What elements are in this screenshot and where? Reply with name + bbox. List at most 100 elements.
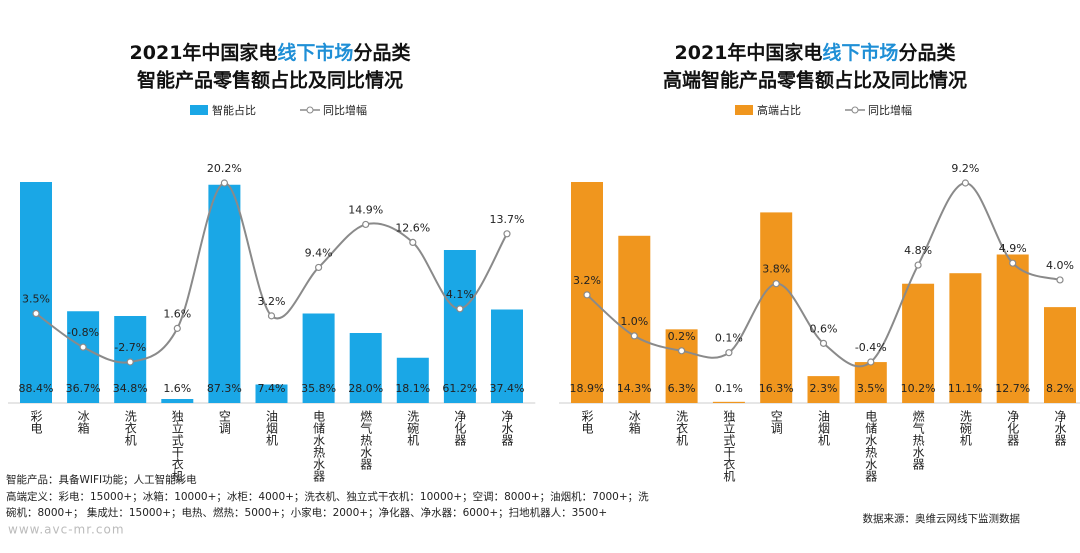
bar: [902, 283, 935, 403]
bar-label: 36.7%: [66, 382, 101, 395]
bar: [396, 357, 429, 403]
title-part: 分品类: [353, 41, 410, 64]
x-tick-label: 空调: [769, 410, 783, 434]
bar: [491, 309, 523, 403]
line-marker: [220, 179, 228, 187]
line-label: 1.6%: [163, 307, 191, 320]
line-marker: [267, 312, 276, 320]
bar: [760, 212, 793, 403]
bar: [807, 376, 840, 403]
bar-label: 0.1%: [715, 382, 743, 395]
line: [586, 181, 1061, 368]
line-label: 9.2%: [951, 162, 979, 175]
bar-label: 14.3%: [617, 382, 652, 395]
bar-label: 8.2%: [1046, 382, 1074, 395]
line-label: 3.2%: [573, 274, 601, 287]
bar: [20, 182, 52, 403]
footnote: 智能产品：具备WIFI功能；人工智能彩电: [6, 473, 197, 486]
x-tick-label: 空调: [217, 410, 231, 434]
chart-subtitle: 智能产品零售额占比及同比情况: [137, 69, 403, 92]
bar-label: 12.7%: [995, 382, 1030, 395]
source: 数据来源：奥维云网线下监测数据: [863, 512, 1021, 525]
x-tick-label: 独立式干衣机: [170, 410, 184, 482]
line-label: 4.1%: [446, 288, 474, 301]
bar-label: 18.1%: [395, 382, 430, 395]
bar-label: 6.3%: [668, 382, 696, 395]
bar: [1044, 307, 1076, 403]
bar-label: 10.2%: [901, 382, 936, 395]
bar: [996, 254, 1029, 403]
x-tick-label: 净水器: [1053, 410, 1067, 447]
line-label: 4.0%: [1046, 259, 1074, 272]
bar: [208, 184, 241, 403]
bar: [665, 329, 698, 403]
legend-label: 高端占比: [757, 103, 801, 117]
line-label: -0.8%: [67, 326, 99, 339]
line-marker: [456, 305, 464, 313]
line-marker: [961, 179, 970, 187]
title-part: 2021年中国家电: [675, 41, 823, 64]
x-tick-label: 洗碗机: [406, 410, 420, 446]
bar-label: 87.3%: [207, 382, 242, 395]
bar-label: 28.0%: [348, 382, 383, 395]
legend-swatch: [735, 105, 753, 115]
legend-marker: [851, 106, 859, 114]
line-marker: [126, 358, 134, 366]
title-part: 分品类: [898, 41, 955, 64]
title-part: 线下市场: [822, 41, 898, 64]
watermark: www.avc-mr.com: [8, 523, 125, 537]
bar-label: 3.5%: [857, 382, 885, 395]
bar-label: 34.8%: [113, 382, 148, 395]
bar: [712, 401, 745, 403]
x-tick-label: 洗衣机: [123, 410, 137, 446]
line-label: 3.5%: [22, 293, 50, 306]
line-label: 3.2%: [258, 295, 286, 308]
chart-title: 2021年中国家电线下市场分品类: [675, 41, 956, 64]
line-marker: [914, 261, 922, 269]
line-label: -0.4%: [855, 341, 887, 354]
footnote: 碗机：8000+； 集成灶：15000+；电热、燃热：5000+；小家电：200…: [6, 506, 607, 519]
x-tick-label: 彩电: [29, 410, 43, 434]
line-label: 9.4%: [305, 246, 333, 259]
line-label: 0.1%: [715, 332, 743, 345]
line-label: -2.7%: [114, 341, 146, 354]
bar-label: 88.4%: [19, 382, 54, 395]
bar: [302, 313, 335, 403]
bar: [67, 311, 100, 403]
x-tick-label: 冰箱: [76, 410, 90, 434]
line-label: 3.8%: [762, 263, 790, 276]
line-marker: [867, 358, 875, 366]
line-marker: [1056, 276, 1064, 284]
bar-label: 37.4%: [490, 382, 525, 395]
bar: [255, 384, 288, 403]
line-marker: [630, 332, 638, 340]
bar-label: 16.3%: [759, 382, 794, 395]
bar-label: 18.9%: [570, 382, 605, 395]
bar: [161, 399, 194, 403]
bar: [443, 250, 476, 403]
x-tick-label: 油烟机: [817, 410, 831, 446]
line-label: 0.6%: [810, 322, 838, 335]
line-marker: [173, 324, 181, 332]
line-marker: [79, 343, 87, 351]
x-tick-label: 洗碗机: [958, 410, 972, 446]
line-label: 13.7%: [490, 213, 525, 226]
x-tick-label: 独立式干衣机: [722, 410, 736, 482]
bar-label: 11.1%: [948, 382, 983, 395]
line-marker: [409, 238, 417, 247]
bar-label: 1.6%: [163, 382, 191, 395]
line-marker: [819, 339, 828, 347]
line-label: 4.8%: [904, 244, 932, 257]
line: [35, 182, 508, 364]
line-marker: [1009, 259, 1017, 267]
line-marker: [677, 347, 686, 355]
title-part: 线下市场: [277, 41, 353, 64]
chart-title: 2021年中国家电线下市场分品类: [130, 41, 411, 64]
footnote: 高端定义：彩电：15000+；冰箱：10000+；冰柜：4000+；洗衣机、独立…: [6, 490, 649, 503]
x-tick-label: 燃气热水器: [911, 409, 925, 471]
x-tick-label: 冰箱: [627, 410, 641, 434]
x-tick-label: 净化器: [453, 410, 467, 447]
line-label: 1.0%: [620, 315, 648, 328]
line-marker: [315, 263, 323, 272]
x-tick-label: 电储水热水器: [864, 410, 878, 483]
